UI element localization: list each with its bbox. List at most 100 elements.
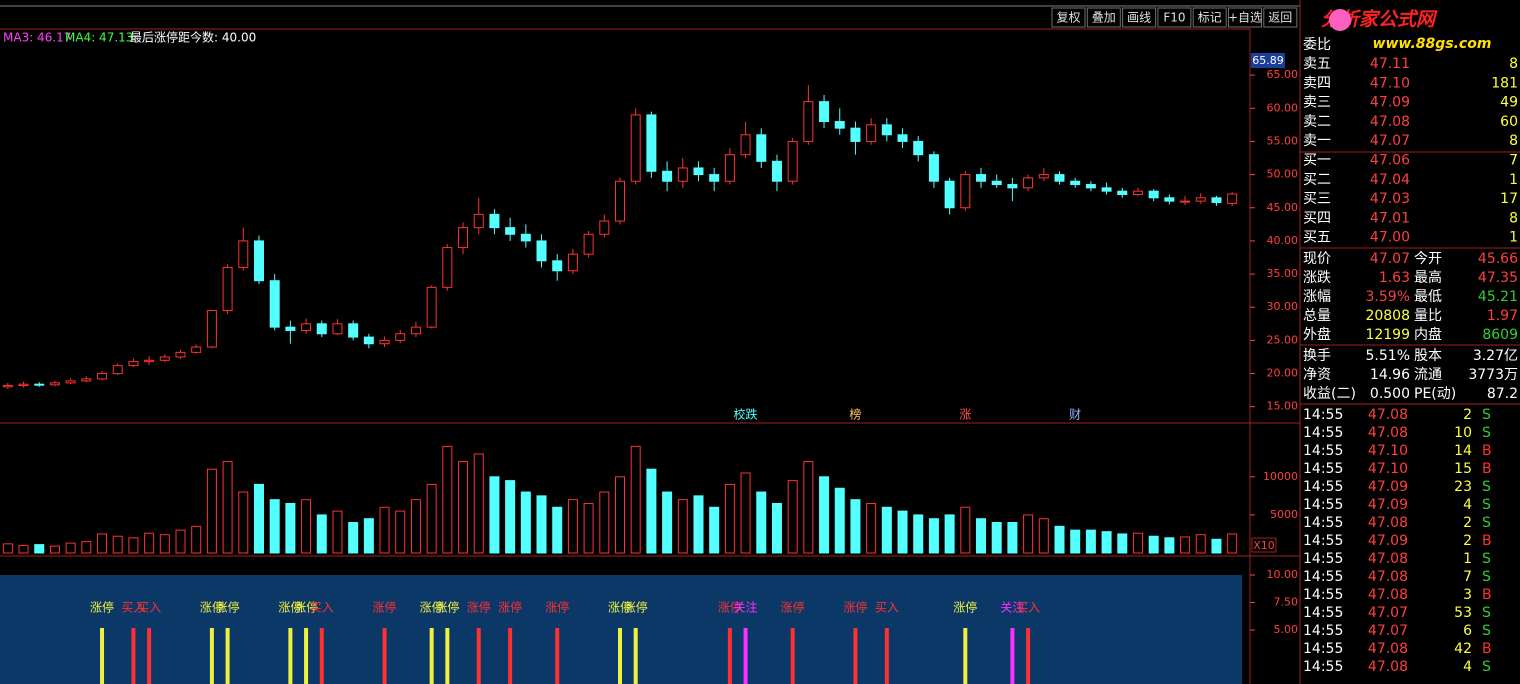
signal-label: 涨停 <box>843 600 867 615</box>
signal-bar <box>131 628 136 684</box>
toolbar-label[interactable]: 标记 <box>1198 11 1222 25</box>
signal-bar <box>853 628 858 684</box>
y-tick-label: 45.00 <box>1267 201 1299 214</box>
y-tick-label: 15.00 <box>1267 400 1299 413</box>
signal-label: 涨停 <box>467 600 491 615</box>
volume-bar <box>834 487 845 554</box>
quote-value: 87.2 <box>1487 386 1518 402</box>
candle-body <box>615 180 625 222</box>
candle-body <box>253 240 264 282</box>
trade-volume: 23 <box>1454 479 1472 495</box>
quote-label: 收益(二) <box>1303 386 1356 402</box>
volume-bar <box>49 545 60 554</box>
trade-volume: 1 <box>1463 551 1472 567</box>
quote-value: 1.97 <box>1487 308 1518 324</box>
volume-bar <box>771 502 782 554</box>
toolbar-button[interactable] <box>1157 7 1192 28</box>
quote-value: 3773万 <box>1468 367 1518 383</box>
volume-bar <box>976 518 987 554</box>
signal-bar <box>304 628 309 684</box>
volume-bar <box>928 518 939 554</box>
volume-bar <box>1148 535 1159 554</box>
event-label: 涨 <box>959 407 971 422</box>
volume-bar <box>520 491 531 554</box>
volume-bar <box>18 544 29 554</box>
toolbar-button[interactable] <box>1122 7 1157 28</box>
order-volume: 8 <box>1509 56 1518 72</box>
candle-body <box>332 323 343 335</box>
volume-bar <box>599 491 610 554</box>
y-tick-label: 30.00 <box>1267 300 1299 313</box>
candle-body <box>65 380 76 384</box>
candle-body <box>301 323 312 331</box>
signal-label: 涨停 <box>608 600 632 615</box>
trade-volume: 4 <box>1463 497 1472 513</box>
quote-value: 20808 <box>1365 308 1410 324</box>
candle-body <box>866 124 877 142</box>
order-price: 47.06 <box>1370 153 1410 169</box>
event-label: 财 <box>1069 408 1081 422</box>
trade-time: 14:55 <box>1303 479 1343 495</box>
order-label: 卖二 <box>1303 114 1331 130</box>
volume-bar <box>489 476 500 554</box>
quote-label: 股本 <box>1414 348 1442 364</box>
candle-body <box>630 114 641 182</box>
toolbar-label[interactable]: 复权 <box>1056 11 1080 25</box>
candle-body <box>787 140 798 182</box>
order-price: 47.10 <box>1370 75 1410 91</box>
toolbar-button[interactable] <box>1228 7 1262 28</box>
logo-url: www.88gs.com <box>1373 36 1492 52</box>
candle-body <box>18 383 29 387</box>
toolbar-label[interactable]: 返回 <box>1268 11 1292 25</box>
trade-price: 47.08 <box>1368 551 1408 567</box>
signal-bar <box>884 628 889 684</box>
signal-label: 涨停 <box>200 600 224 615</box>
order-label: 卖一 <box>1303 133 1331 149</box>
signal-label: 涨停 <box>498 600 522 615</box>
volume-bar <box>881 506 892 554</box>
volume-bar <box>646 468 657 554</box>
candle-body <box>458 227 469 249</box>
candle-body <box>112 365 123 375</box>
quote-label: 净资 <box>1303 367 1331 383</box>
candle-body <box>928 154 939 182</box>
toolbar-label[interactable]: +自选 <box>1228 11 1262 25</box>
toolbar-label[interactable]: F10 <box>1163 11 1185 25</box>
quote-label: 涨跌 <box>1303 270 1331 286</box>
toolbar-label[interactable]: 画线 <box>1127 11 1151 25</box>
trade-side: S <box>1482 407 1491 423</box>
volume-bar <box>740 472 751 554</box>
signal-label: 涨停 <box>294 600 318 615</box>
toolbar-button[interactable] <box>1086 7 1121 28</box>
toolbar-button[interactable] <box>1263 7 1298 28</box>
signal-bar <box>633 628 638 684</box>
toolbar-button[interactable] <box>1051 7 1086 28</box>
volume-bar <box>332 510 343 554</box>
signal-bar <box>508 628 513 684</box>
toolbar-button[interactable] <box>1192 7 1227 28</box>
candle-body <box>536 240 547 262</box>
order-price: 47.00 <box>1370 230 1410 246</box>
trade-side: S <box>1482 659 1491 675</box>
candle-body <box>410 326 421 335</box>
volume-bar <box>1211 538 1222 554</box>
order-book-header: 委比 <box>1303 37 1331 53</box>
volume-bar <box>1227 533 1238 554</box>
candle-body <box>740 134 751 156</box>
toolbar-label[interactable]: 叠加 <box>1092 11 1116 25</box>
candle-body <box>128 361 139 367</box>
candle-body <box>379 339 390 345</box>
volume-bar <box>97 533 108 554</box>
volume-bar <box>348 522 359 554</box>
quote-value: 12199 <box>1365 327 1410 343</box>
order-label: 买四 <box>1303 210 1331 226</box>
volume-bar <box>615 476 625 554</box>
order-price: 47.03 <box>1370 191 1410 207</box>
volume-bar <box>552 506 563 554</box>
limit-days: 最后涨停距今数: 40.00 <box>130 30 256 45</box>
quote-value: 0.500 <box>1370 386 1410 402</box>
order-volume: 8 <box>1509 210 1518 226</box>
candle-body <box>552 260 563 272</box>
volume-bar <box>505 480 516 554</box>
